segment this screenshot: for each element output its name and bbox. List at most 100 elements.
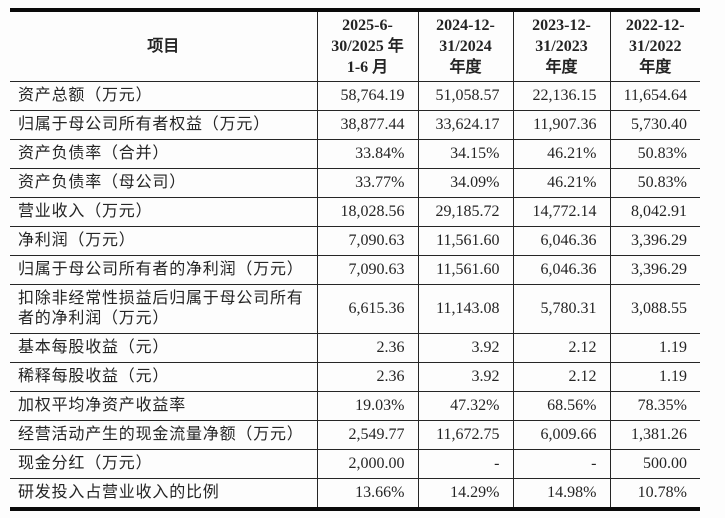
cell-value: 19.03% (316, 391, 418, 421)
cell-value: 22,136.15 (512, 81, 610, 111)
cell-value: 11,561.60 (417, 226, 513, 256)
cell-value: 68.56% (512, 391, 610, 421)
cell-value: 11,143.08 (417, 284, 513, 334)
cell-value: 11,907.36 (512, 110, 610, 140)
cell-value: 1.19 (609, 362, 700, 392)
table-row: 稀释每股收益（元） 2.36 3.92 2.12 1.19 (10, 362, 700, 392)
cell-value: 50.83% (609, 139, 700, 169)
table-row: 归属于母公司所有者权益（万元） 38,877.44 33,624.17 11,907.… (10, 110, 700, 140)
cell-value: 8,042.91 (609, 197, 700, 227)
cell-value: 1,381.26 (609, 420, 700, 450)
cell-value: 7,090.63 (316, 226, 418, 256)
cell-value: 6,009.66 (512, 420, 610, 450)
row-label: 现金分红（万元） (10, 449, 317, 479)
header-line: 31/2022 (629, 38, 682, 55)
cell-value: 3.92 (417, 362, 513, 392)
cell-value: 2.36 (316, 333, 418, 363)
cell-value: 11,654.64 (609, 81, 700, 111)
row-label: 归属于母公司所有者权益（万元） (10, 110, 317, 140)
header-line: 31/2023 (535, 38, 588, 55)
row-label: 净利润（万元） (10, 226, 317, 256)
column-header-period-2022: 2022-12- 31/2022 年度 (609, 10, 700, 82)
column-header-period-2025: 2025-6- 30/2025 年 1-6 月 (316, 10, 418, 82)
cell-value: 5,730.40 (609, 110, 700, 140)
cell-value: 46.21% (512, 168, 610, 198)
column-header-item: 项目 (10, 10, 317, 82)
table-row: 净利润（万元） 7,090.63 11,561.60 6,046.36 3,396.29 (10, 226, 700, 256)
row-label: 研发投入占营业收入的比例 (10, 478, 317, 510)
row-label: 经营活动产生的现金流量净额（万元） (10, 420, 317, 450)
cell-value: 6,046.36 (512, 255, 610, 285)
cell-value: 14,772.14 (512, 197, 610, 227)
row-label: 归属于母公司所有者的净利润（万元） (10, 255, 317, 285)
cell-value: 58,764.19 (316, 81, 418, 111)
cell-value: 3,088.55 (609, 284, 700, 334)
financial-summary-table: 项目 2025-6- 30/2025 年 1-6 月 2024-12- 31/2… (10, 8, 700, 511)
header-line: 年度 (449, 59, 482, 76)
cell-value: 47.32% (417, 391, 513, 421)
cell-value: 10.78% (609, 478, 700, 510)
cell-value: 11,672.75 (417, 420, 513, 450)
cell-value: - (417, 449, 513, 479)
cell-value: 6,046.36 (512, 226, 610, 256)
column-header-period-2024: 2024-12- 31/2024 年度 (417, 10, 513, 82)
row-label: 扣除非经常性损益后归属于母公司所有者的净利润（万元） (10, 284, 317, 334)
table-row: 现金分红（万元） 2,000.00- -500.00 (10, 449, 700, 479)
cell-value: 38,877.44 (316, 110, 418, 140)
table-header: 项目 2025-6- 30/2025 年 1-6 月 2024-12- 31/2… (10, 10, 700, 82)
row-label: 资产负债率（合并） (10, 139, 317, 169)
cell-value: 34.09% (417, 168, 513, 198)
row-label: 基本每股收益（元） (10, 333, 317, 363)
table-body: 资产总额（万元） 58,764.19 51,058.57 22,136.15 11,65… (10, 81, 700, 510)
header-line: 1-6 月 (346, 59, 389, 76)
cell-value: 3,396.29 (609, 255, 700, 285)
cell-value: 33,624.17 (417, 110, 513, 140)
cell-value: 14.98% (512, 478, 610, 510)
header-line: 2023-12- (532, 17, 591, 34)
cell-value: 29,185.72 (417, 197, 513, 227)
header-line: 30/2025 年 (331, 38, 404, 55)
cell-value: 500.00 (609, 449, 700, 479)
table-row: 资产负债率（母公司） 33.77% 34.09% 46.21% 50.83% (10, 168, 700, 198)
cell-value: 13.66% (316, 478, 418, 510)
row-label: 资产负债率（母公司） (10, 168, 317, 198)
cell-value: 1.19 (609, 333, 700, 363)
cell-value: 34.15% (417, 139, 513, 169)
column-header-period-2023: 2023-12- 31/2023 年度 (512, 10, 610, 82)
cell-value: 3.92 (417, 333, 513, 363)
cell-value: 5,780.31 (512, 284, 610, 334)
cell-value: 7,090.63 (316, 255, 418, 285)
header-line: 年度 (545, 59, 578, 76)
header-line: 2025-6- (342, 17, 393, 34)
cell-value: 33.84% (316, 139, 418, 169)
row-label: 加权平均净资产收益率 (10, 391, 317, 421)
table-row: 扣除非经常性损益后归属于母公司所有者的净利润（万元） 6,615.36 11,143… (10, 284, 700, 334)
table-row: 研发投入占营业收入的比例 13.66% 14.29% 14.98% 10.78% (10, 478, 700, 510)
cell-value: 2.36 (316, 362, 418, 392)
cell-value: 18,028.56 (316, 197, 418, 227)
table-row: 经营活动产生的现金流量净额（万元） 2,549.77 11,672.75 6,009.… (10, 420, 700, 450)
cell-value: - (512, 449, 610, 479)
header-line: 2024-12- (436, 17, 495, 34)
header-line: 年度 (639, 59, 672, 76)
cell-value: 2,000.00 (316, 449, 418, 479)
table-row: 资产负债率（合并） 33.84% 34.15% 46.21% 50.83% (10, 139, 700, 169)
cell-value: 11,561.60 (417, 255, 513, 285)
cell-value: 3,396.29 (609, 226, 700, 256)
table-row: 加权平均净资产收益率 19.03% 47.32% 68.56% 78.35% (10, 391, 700, 421)
header-line: 2022-12- (625, 17, 685, 34)
table-row: 归属于母公司所有者的净利润（万元） 7,090.63 11,561.60 6,046.… (10, 255, 700, 285)
cell-value: 50.83% (609, 168, 700, 198)
header-line: 31/2024 (439, 38, 492, 55)
header-row: 项目 2025-6- 30/2025 年 1-6 月 2024-12- 31/2… (10, 10, 700, 82)
row-label: 营业收入（万元） (10, 197, 317, 227)
row-label: 资产总额（万元） (10, 81, 317, 111)
cell-value: 46.21% (512, 139, 610, 169)
cell-value: 78.35% (609, 391, 700, 421)
cell-value: 2.12 (512, 362, 610, 392)
table-row: 资产总额（万元） 58,764.19 51,058.57 22,136.15 11,65… (10, 81, 700, 111)
cell-value: 6,615.36 (316, 284, 418, 334)
cell-value: 2.12 (512, 333, 610, 363)
table-row: 基本每股收益（元） 2.36 3.92 2.12 1.19 (10, 333, 700, 363)
